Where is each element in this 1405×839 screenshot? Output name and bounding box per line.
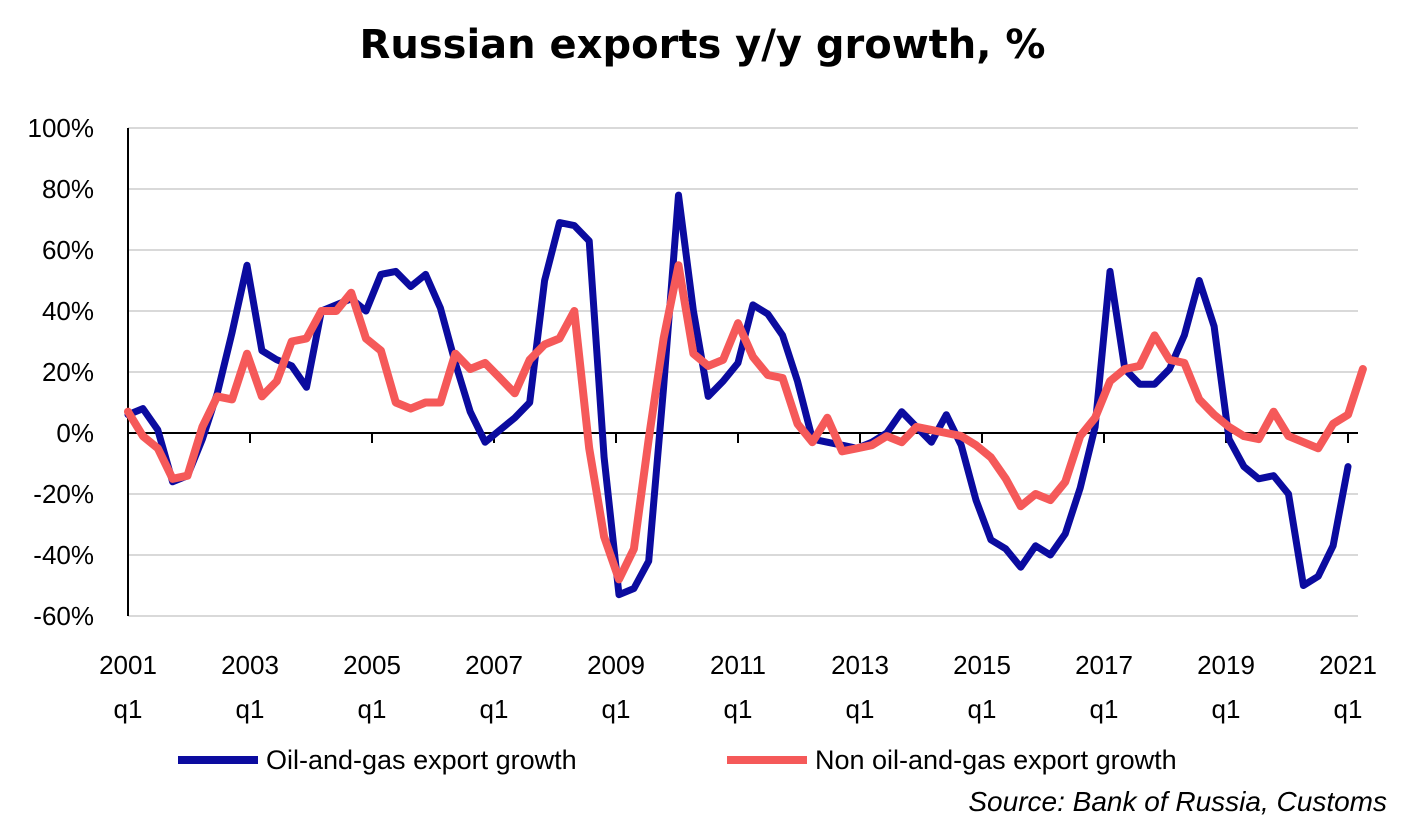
x-tick-label: 2011 — [710, 650, 766, 680]
x-tick-quarter: q1 — [968, 694, 997, 724]
x-tick-quarter: q1 — [358, 694, 387, 724]
x-tick-quarter: q1 — [602, 694, 631, 724]
x-tick-quarter: q1 — [1334, 694, 1363, 724]
y-tick-label: 0% — [56, 418, 94, 448]
x-tick-quarter: q1 — [846, 694, 875, 724]
x-tick-quarter: q1 — [1212, 694, 1241, 724]
x-tick-label: 2001 — [99, 650, 157, 680]
legend-swatch-oil-gas — [178, 756, 258, 764]
legend-label-non-oil-gas: Non oil-and-gas export growth — [815, 744, 1177, 775]
y-tick-label: 100% — [28, 113, 95, 143]
gridlines — [128, 127, 1358, 617]
plot-area: -60%-40%-20%0%20%40%60%80%100% 2001q1200… — [28, 113, 1377, 724]
series-line-non-oil-gas — [124, 261, 1367, 584]
x-tick-label: 2013 — [831, 650, 889, 680]
y-tick-label: 20% — [42, 357, 94, 387]
y-tick-label: 40% — [42, 296, 94, 326]
x-tick-label: 2007 — [465, 650, 523, 680]
y-tick-label: 80% — [42, 174, 94, 204]
x-tick-label: 2005 — [343, 650, 401, 680]
x-tick-label: 2015 — [953, 650, 1011, 680]
legend-swatch-non-oil-gas — [727, 756, 807, 764]
source-note: Source: Bank of Russia, Customs — [968, 786, 1387, 817]
legend-item-non-oil-gas: Non oil-and-gas export growth — [727, 740, 1177, 780]
x-tick-label: 2009 — [587, 650, 645, 680]
y-tick-label: 60% — [42, 235, 94, 265]
x-tick-quarter: q1 — [724, 694, 753, 724]
chart-title: Russian exports y/y growth, % — [359, 22, 1046, 68]
legend-label-oil-gas: Oil-and-gas export growth — [266, 744, 577, 775]
x-tick-label: 2019 — [1197, 650, 1255, 680]
legend-item-oil-gas: Oil-and-gas export growth — [178, 740, 577, 780]
x-tick-quarter: q1 — [480, 694, 509, 724]
x-tick-label: 2017 — [1075, 650, 1133, 680]
series-line-oil-gas — [124, 191, 1352, 599]
x-tick-quarter: q1 — [114, 694, 143, 724]
x-tick-quarter: q1 — [1090, 694, 1119, 724]
x-axis-labels: 2001 q1 2003 q1 2005 q1 2007 q1 2009 q1 2011 q1 2013… — [99, 650, 1377, 724]
x-tick-label: 2003 — [221, 650, 279, 680]
series-lines — [124, 191, 1367, 599]
y-axis-labels: -60% -40% -20% 0% 20% 40% 60% 80% 100% — [28, 113, 95, 631]
y-tick-label: -60% — [33, 601, 94, 631]
x-tick-quarter: q1 — [236, 694, 265, 724]
y-tick-label: -20% — [33, 479, 94, 509]
axes — [127, 128, 1358, 616]
x-tick-label: 2021 — [1319, 650, 1377, 680]
y-tick-label: -40% — [33, 540, 94, 570]
